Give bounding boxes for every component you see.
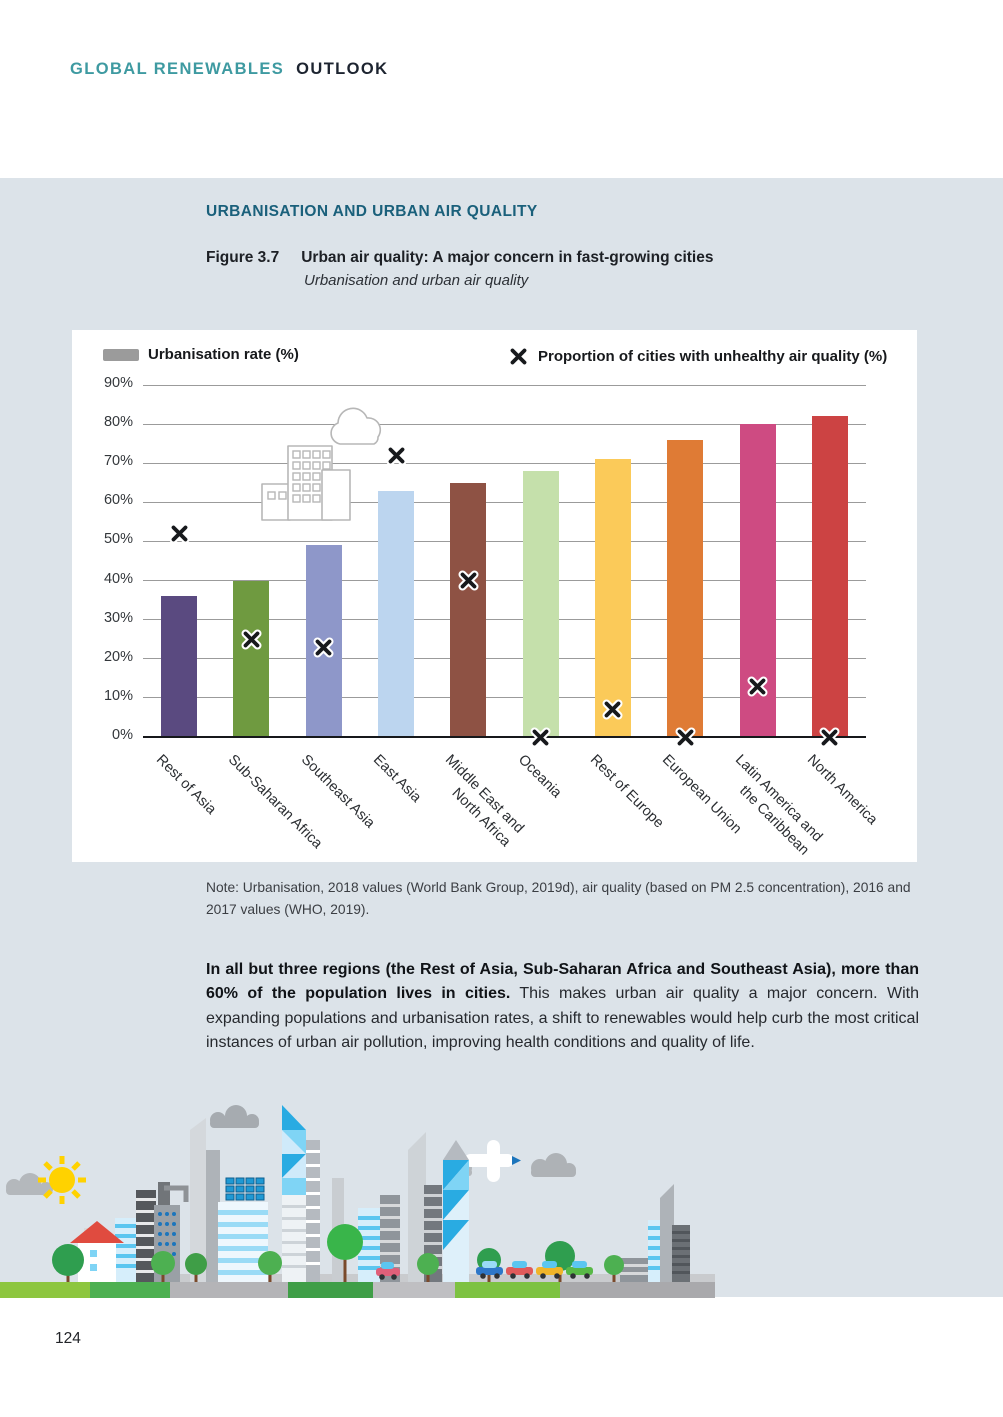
bar-oceania	[522, 471, 559, 737]
gridline	[143, 501, 866, 503]
car-icon	[376, 1261, 593, 1280]
plot-area: 90% 80% 70% 60% 50% 40% 30% 20% 10% 0% Rest of Asi…	[104, 375, 880, 858]
bar-rest-of-asia	[161, 596, 198, 737]
gridline	[143, 619, 866, 621]
chart-panel: Urbanisation rate (%) Proportion of citi…	[72, 330, 917, 862]
bar-european-union	[667, 439, 704, 737]
gridline	[143, 384, 866, 386]
category-label-north-america: North America	[803, 751, 881, 828]
x-marker-icon	[241, 629, 262, 650]
factory-chimney-icon	[158, 1182, 189, 1208]
x-marker-icon	[313, 637, 334, 658]
x-marker-icon	[602, 699, 623, 720]
y-tick-label: 90%	[103, 375, 133, 391]
bar-east-asia	[378, 490, 415, 737]
gridline	[143, 423, 866, 425]
bar-rest-of-europe	[594, 459, 631, 737]
figure-caption: Figure 3.7 Urban air quality: A major con…	[206, 249, 713, 267]
x-marker-icon	[675, 727, 696, 748]
gridline	[143, 580, 866, 582]
gridline	[143, 697, 866, 699]
gridline	[143, 462, 866, 464]
gridline	[143, 540, 866, 542]
y-tick-label: 0%	[112, 727, 133, 743]
y-tick-label: 10%	[103, 687, 133, 704]
bar-sub-saharan-africa	[233, 580, 270, 737]
legend-label: Urbanisation rate (%)	[148, 346, 299, 363]
category-label-oceania: Oceania	[514, 751, 565, 802]
page-number: 124	[55, 1330, 81, 1347]
legend-label: Proportion of cities with unhealthy air …	[538, 348, 888, 365]
building-icon	[115, 1105, 344, 1282]
body-rest: This makes urban air quality a major con…	[206, 985, 920, 1052]
legend-item-urbanisation: Urbanisation rate (%)	[103, 346, 299, 363]
ground-strip	[0, 1282, 715, 1298]
report-header: GLOBAL RENEWABLES OUTLOOK	[70, 60, 388, 79]
y-tick-label: 70%	[103, 453, 133, 470]
body-lead: In all but three regions (the Rest of As…	[206, 961, 919, 1003]
x-marker-icon	[458, 570, 479, 591]
legend-item-air-quality: Proportion of cities with unhealthy air …	[508, 346, 887, 367]
bar-middle-east-and-north-africa	[450, 482, 487, 737]
x-axis-line	[143, 736, 866, 738]
chart-legend: Urbanisation rate (%) Proportion of citi…	[72, 346, 917, 370]
bar-north-america	[811, 416, 848, 737]
y-tick-label: 40%	[103, 570, 133, 587]
building-icon	[620, 1184, 690, 1282]
airplane-icon	[464, 1140, 521, 1182]
body-paragraph: In all but three regions (the Rest of As…	[206, 958, 919, 1056]
y-tick-label: 30%	[103, 609, 133, 626]
brand-primary: GLOBAL RENEWABLES	[70, 60, 285, 78]
figure-label: Figure 3.7	[206, 249, 280, 266]
x-marker-icon	[386, 445, 407, 466]
y-tick-label: 20%	[103, 648, 133, 665]
x-marker-icon	[819, 727, 840, 748]
category-label-middle-east-and-north-africa: Middle East and North Africa	[442, 751, 528, 850]
cloud-icon	[531, 1153, 576, 1177]
x-marker-icon	[747, 676, 768, 697]
tree-icon	[52, 1224, 624, 1282]
gridline	[143, 658, 866, 660]
bar-southeast-asia	[305, 545, 342, 737]
y-tick-label: 50%	[103, 531, 133, 548]
sun-icon	[38, 1156, 86, 1204]
figure-note: Note: Urbanisation, 2018 values (World B…	[206, 880, 911, 918]
category-label-east-asia: East Asia	[370, 751, 425, 806]
figure-subtitle: Urbanisation and urban air quality	[304, 272, 529, 289]
cityscape-illustration	[0, 1105, 715, 1298]
house-icon	[70, 1221, 124, 1282]
cloud-icon	[210, 1105, 259, 1128]
solar-panel-icon	[225, 1177, 265, 1201]
x-marker-icon	[530, 727, 551, 748]
figure-title: Urban air quality: A major concern in fa…	[301, 249, 714, 266]
y-tick-label: 60%	[103, 492, 133, 509]
section-title: URBANISATION AND URBAN AIR QUALITY	[206, 203, 538, 220]
x-marker-icon	[508, 346, 529, 367]
building-icon	[358, 1132, 469, 1282]
category-label-southeast-asia: Southeast Asia	[297, 751, 378, 832]
x-marker-icon	[169, 523, 190, 544]
category-label-rest-of-asia: Rest of Asia	[153, 751, 220, 818]
road	[88, 1274, 715, 1283]
y-tick-label: 80%	[103, 414, 133, 431]
brand-secondary: OUTLOOK	[296, 60, 389, 78]
category-label-rest-of-europe: Rest of Europe	[586, 751, 667, 832]
bar-swatch-icon	[103, 348, 139, 361]
